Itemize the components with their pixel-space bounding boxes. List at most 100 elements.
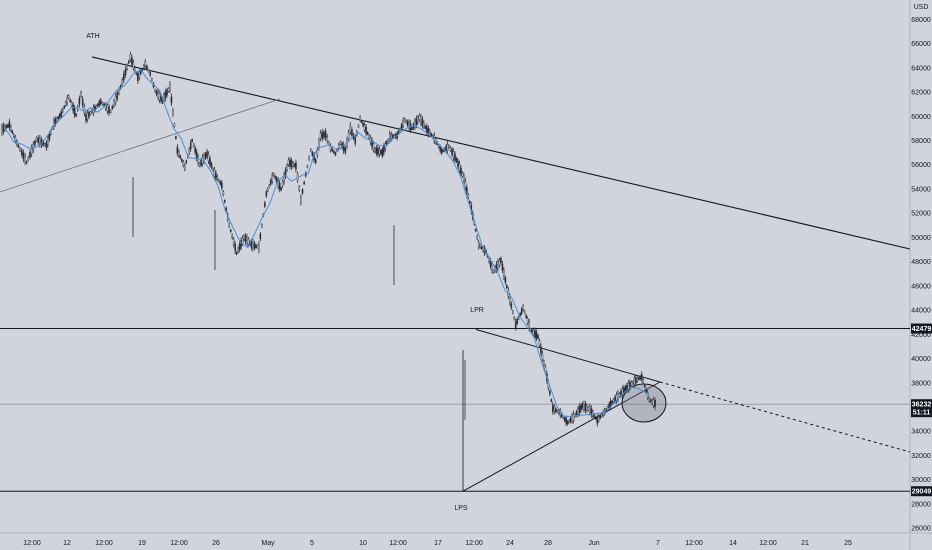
candle-body — [427, 128, 430, 135]
candle-body — [430, 133, 433, 137]
candle-body — [306, 165, 309, 168]
candle-body — [191, 139, 193, 142]
current-price-badge — [911, 399, 932, 418]
candle-body — [301, 189, 304, 194]
projected-dashed-line[interactable] — [659, 381, 911, 453]
candle-body — [448, 145, 450, 148]
candle-body — [417, 117, 419, 123]
candle-body — [57, 116, 60, 119]
candle-body — [600, 413, 603, 417]
time-tick-label: 12:00 — [389, 540, 407, 547]
candle-body — [554, 408, 557, 412]
candle-body — [632, 381, 634, 385]
candle-body — [474, 228, 477, 232]
candle-body — [97, 103, 99, 107]
triangle-upper-line[interactable] — [475, 329, 661, 383]
candle-body — [85, 114, 87, 121]
candle-body — [182, 161, 185, 166]
candle-body — [17, 144, 20, 148]
candle-body — [141, 68, 144, 71]
time-tick-label: 12:00 — [465, 540, 483, 547]
candle-body — [584, 403, 587, 411]
highlight-circle[interactable] — [621, 383, 667, 423]
candle-body — [374, 148, 376, 153]
candle-body — [492, 270, 495, 273]
candle-body — [599, 415, 602, 419]
candle-body — [403, 118, 406, 122]
candle-body — [131, 57, 133, 65]
candle-body — [566, 421, 569, 425]
candle-body — [256, 245, 259, 248]
time-tick-label: 10 — [359, 540, 367, 547]
currency-label: USD — [914, 4, 929, 11]
time-tick-label: 12:00 — [23, 540, 41, 547]
candle-body — [101, 102, 104, 105]
price-tick-label: 50000 — [911, 235, 931, 242]
candle-body — [61, 108, 64, 113]
candle-body — [243, 235, 245, 240]
candle-body — [210, 163, 213, 168]
candle-body — [522, 305, 524, 310]
time-tick-label: 5 — [310, 540, 314, 547]
candle-body — [290, 160, 293, 167]
candle-body — [268, 184, 271, 188]
candle-body — [516, 319, 519, 324]
candle-body — [563, 417, 566, 421]
candle-body — [63, 105, 66, 109]
candle-body — [523, 310, 526, 314]
candle-body — [377, 147, 379, 155]
candle-body — [164, 91, 167, 99]
price-tick-label: 68000 — [911, 17, 931, 24]
candle-body — [326, 136, 329, 142]
candle-body — [365, 126, 367, 134]
candle-body — [479, 244, 481, 248]
candle-body — [636, 377, 639, 382]
candle-body — [277, 179, 279, 187]
candle-body — [255, 244, 257, 248]
candle-body — [510, 303, 513, 309]
candle-body — [106, 104, 109, 112]
candle-body — [250, 241, 253, 248]
candle-body — [66, 97, 69, 104]
price-tick-label: 64000 — [911, 65, 931, 72]
candle-body — [235, 251, 238, 255]
ascending-trendline[interactable] — [0, 98, 281, 193]
candle-body — [147, 69, 150, 72]
candle-body — [54, 118, 57, 125]
candle-body — [176, 146, 179, 154]
candle-body — [213, 169, 216, 177]
candle-body — [80, 92, 82, 97]
candle-body — [525, 314, 527, 318]
candle-body — [219, 181, 222, 185]
candle-body — [244, 235, 247, 242]
candle-body — [357, 124, 360, 128]
candle-body — [349, 125, 352, 132]
candle-body — [347, 132, 350, 139]
candle-body — [368, 134, 370, 139]
candle-body — [37, 137, 40, 144]
candle-body — [429, 130, 431, 136]
candle-body — [88, 112, 90, 117]
candle-body — [630, 381, 633, 387]
candle-body — [606, 406, 609, 410]
candle-body — [565, 417, 567, 424]
candle-body — [113, 100, 115, 106]
candle-body — [98, 101, 101, 106]
descending-resistance-trendline[interactable] — [91, 56, 911, 250]
candle-body — [188, 148, 191, 154]
triangle-lower-line[interactable] — [462, 381, 661, 492]
candle-body — [14, 136, 17, 142]
candle-body — [109, 110, 112, 113]
candle-body — [286, 165, 288, 170]
candle-body — [292, 162, 294, 167]
candle-body — [399, 128, 401, 131]
candle-body — [513, 317, 516, 320]
candle-body — [259, 233, 262, 239]
candle-body — [400, 124, 403, 129]
candle-body — [185, 160, 188, 164]
candle-body — [298, 186, 301, 191]
candle-body — [458, 163, 461, 171]
candle-body — [179, 155, 182, 159]
